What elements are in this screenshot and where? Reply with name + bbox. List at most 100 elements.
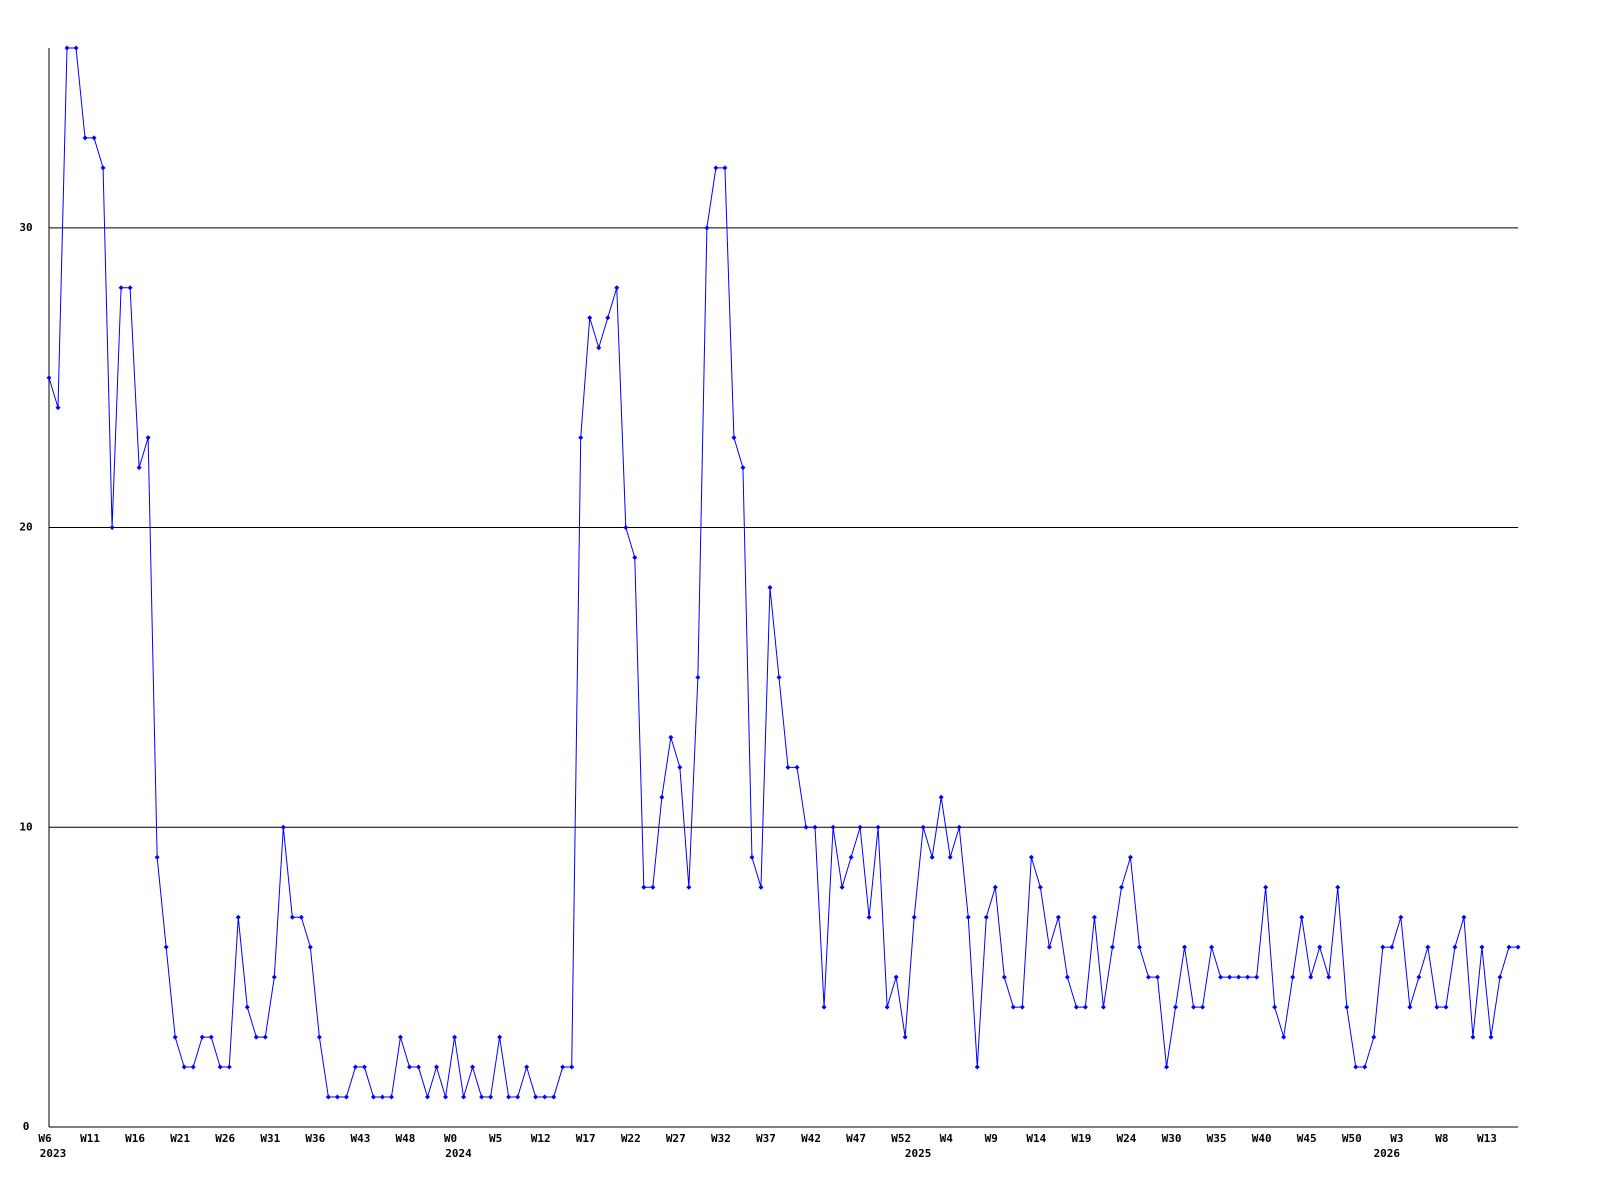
data-point xyxy=(542,1094,548,1100)
x-tick-label: W5 xyxy=(489,1132,502,1145)
data-point xyxy=(839,884,845,890)
data-point xyxy=(91,135,97,141)
data-point xyxy=(884,1004,890,1010)
data-point xyxy=(677,764,683,770)
data-point xyxy=(118,285,124,291)
x-tick-label: W42 xyxy=(801,1132,821,1145)
data-point xyxy=(271,974,277,980)
data-point xyxy=(821,1004,827,1010)
data-point xyxy=(1326,974,1332,980)
x-tick-label: W16 xyxy=(125,1132,145,1145)
data-point xyxy=(1380,944,1386,950)
x-tick-label: W4 xyxy=(940,1132,954,1145)
data-point xyxy=(479,1094,485,1100)
data-point xyxy=(1272,1004,1278,1010)
x-tick-label: W27 xyxy=(666,1132,686,1145)
data-point xyxy=(289,914,295,920)
data-point xyxy=(911,914,917,920)
data-point xyxy=(1461,914,1467,920)
x-tick-label: W24 xyxy=(1117,1132,1137,1145)
data-point xyxy=(1263,884,1269,890)
x-tick-label: W37 xyxy=(756,1132,776,1145)
data-point xyxy=(920,824,926,830)
data-point xyxy=(262,1034,268,1040)
data-point xyxy=(361,1064,367,1070)
data-point xyxy=(370,1094,376,1100)
x-tick-label: W32 xyxy=(711,1132,731,1145)
y-tick-label: 20 xyxy=(19,521,32,534)
data-point xyxy=(443,1094,449,1100)
data-point xyxy=(352,1064,358,1070)
data-point xyxy=(1497,974,1503,980)
data-point xyxy=(1254,974,1260,980)
data-point xyxy=(1479,944,1485,950)
data-point xyxy=(992,884,998,890)
data-point xyxy=(767,585,773,590)
data-point xyxy=(965,914,971,920)
data-point xyxy=(1136,944,1142,950)
x-tick-label: W3 xyxy=(1390,1132,1403,1145)
data-point xyxy=(1001,974,1007,980)
data-line xyxy=(48,47,1518,1099)
data-point xyxy=(199,1034,205,1040)
data-point xyxy=(190,1064,196,1070)
data-point xyxy=(848,854,854,860)
data-point xyxy=(1227,974,1233,980)
x-tick-label: W22 xyxy=(621,1132,641,1145)
data-point xyxy=(181,1064,187,1070)
data-point xyxy=(1118,884,1124,890)
data-point xyxy=(1425,944,1431,950)
data-point xyxy=(524,1064,530,1070)
data-point xyxy=(866,914,872,920)
data-point xyxy=(1046,944,1052,950)
data-point xyxy=(875,824,881,830)
data-point xyxy=(1398,914,1404,920)
data-point xyxy=(64,45,70,51)
x-tick-label: W17 xyxy=(576,1132,596,1145)
x-tick-label: W12 xyxy=(531,1132,551,1145)
x-tick-label: W45 xyxy=(1297,1132,1317,1145)
data-point xyxy=(163,944,169,950)
data-point xyxy=(1082,1004,1088,1010)
data-point xyxy=(1037,884,1043,890)
x-tick-label: W8 xyxy=(1435,1132,1448,1145)
data-point xyxy=(1344,1004,1350,1010)
data-point xyxy=(938,794,944,800)
data-point xyxy=(623,525,629,531)
data-point xyxy=(1200,1004,1206,1010)
x-tick-label: W48 xyxy=(396,1132,416,1145)
x-tick-label: W13 xyxy=(1477,1132,1497,1145)
data-point xyxy=(659,794,665,800)
data-point xyxy=(316,1034,322,1040)
data-point xyxy=(533,1094,539,1100)
data-point xyxy=(1317,944,1323,950)
data-point xyxy=(1506,944,1512,950)
data-point xyxy=(1173,1004,1179,1010)
data-point xyxy=(1416,974,1422,980)
x-tick-label: W9 xyxy=(985,1132,998,1145)
data-point xyxy=(1191,1004,1197,1010)
data-point xyxy=(749,854,755,860)
data-point xyxy=(830,824,836,830)
data-point xyxy=(731,435,737,441)
data-point xyxy=(1308,974,1314,980)
data-point xyxy=(145,435,151,441)
data-point xyxy=(379,1094,385,1100)
data-point xyxy=(244,1004,250,1010)
data-point xyxy=(704,225,710,231)
x-year-label: 2025 xyxy=(905,1147,932,1160)
data-point xyxy=(154,854,160,860)
x-tick-label: W19 xyxy=(1071,1132,1091,1145)
data-point xyxy=(794,764,800,770)
data-point xyxy=(1452,944,1458,950)
data-point xyxy=(560,1064,566,1070)
data-point xyxy=(325,1094,331,1100)
data-point xyxy=(253,1034,259,1040)
x-year-label: 2023 xyxy=(40,1147,67,1160)
x-year-label: 2026 xyxy=(1374,1147,1401,1160)
x-tick-label: W21 xyxy=(170,1132,190,1145)
x-tick-label: W6 xyxy=(38,1132,52,1145)
data-point xyxy=(614,285,620,291)
y-tick-label: 30 xyxy=(19,221,32,234)
data-point xyxy=(208,1034,214,1040)
